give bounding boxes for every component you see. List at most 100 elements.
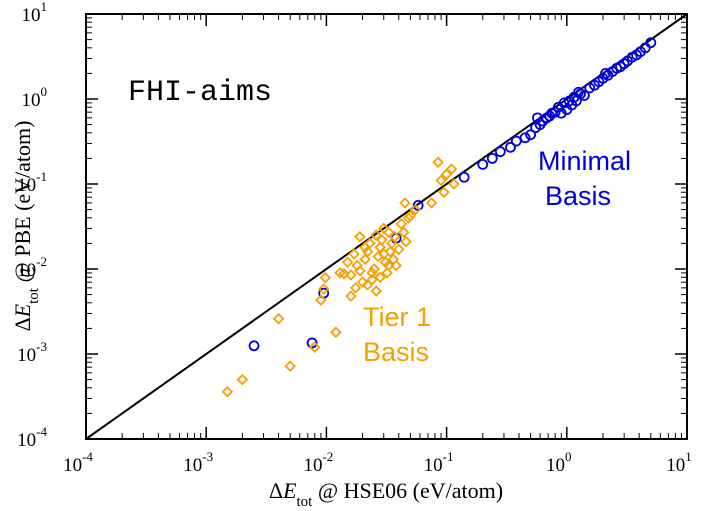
tier1-basis-point [384, 245, 397, 258]
tier1-basis-point [445, 163, 458, 175]
tier1-basis-point [341, 256, 354, 269]
tier1-basis-point [356, 276, 369, 288]
tier1-basis-point [345, 290, 357, 302]
tier1-basis-point [317, 283, 330, 295]
tier1-basis-point [370, 285, 383, 297]
tier1-basis-point [390, 259, 402, 272]
tier1-basis-point [315, 294, 327, 306]
y-tick-label-exp: 1 [41, 0, 48, 14]
y-axis-label-sub: tot [26, 287, 42, 304]
tier1-basis-point [388, 230, 401, 243]
y-tick-label-exp: -4 [36, 424, 47, 439]
x-tick-label-exp: -1 [443, 449, 454, 464]
x-axis-label-delta: Δ [269, 478, 283, 503]
y-axis-label: ΔEtot @ PBE (eV/atom) [10, 121, 42, 332]
tier1-basis-point [397, 226, 410, 239]
tier1-basis-point [272, 312, 285, 325]
tier1-basis-point [409, 203, 422, 216]
x-tick-label: 101 [666, 449, 692, 476]
x-tick-label: 10-1 [424, 449, 454, 476]
y-tick-label: 100 [22, 84, 48, 111]
y-tick-label-exp: -1 [36, 169, 47, 184]
y-tick-label-base: 10 [22, 90, 41, 111]
tier1-basis-point [435, 174, 447, 187]
tier1-basis-point [432, 156, 444, 169]
x-tick-label: 10-3 [183, 449, 213, 476]
tier1-basis-point [370, 229, 383, 241]
tier1-basis-point [381, 267, 393, 279]
tier1-basis-point [330, 326, 342, 339]
plot-frame [85, 13, 688, 440]
tier1-basis-point [382, 226, 395, 239]
minimal-basis-point [505, 141, 516, 153]
fhi-aims-label: FHI-aims [128, 76, 272, 110]
minimal-basis-point [645, 37, 657, 49]
y-axis-label-delta: Δ [10, 317, 35, 331]
minimal-basis-point [532, 112, 543, 124]
tier1-basis-point [354, 265, 366, 277]
tier1-basis-point [345, 269, 357, 281]
tier1-basis-point [395, 218, 408, 230]
minimal-basis-point [519, 132, 531, 144]
tier1-basis-point [359, 241, 371, 254]
x-tick-label: 10-2 [303, 449, 333, 476]
x-tick-label-base: 10 [424, 455, 443, 476]
y-tick-label-exp: 0 [41, 84, 48, 99]
tier1-basis-point [348, 248, 360, 260]
minimal-basis-point [486, 153, 498, 164]
x-axis-label-rest: @ HSE06 (eV/atom) [312, 478, 503, 503]
x-tick-label-base: 10 [666, 455, 685, 476]
tick-labels: 10-4 10-3 10-2 10-1 100 10110-410-310-210-110… [17, 0, 692, 476]
y-tick-label-base: 10 [22, 5, 41, 26]
tier1-basis-point [382, 259, 395, 272]
minimal-basis-point [494, 146, 506, 158]
x-tick-label-exp: -2 [322, 449, 333, 464]
x-tick-label-exp: 1 [685, 449, 692, 464]
tier1-basis-point [359, 253, 371, 266]
minimal-basis-point [600, 68, 611, 79]
minimal-basis-point [412, 200, 424, 211]
tier1-basis-point [338, 267, 350, 280]
tier1-basis-point [438, 186, 450, 199]
tier1-basis-point [236, 373, 249, 386]
y-tick-label: 101 [22, 0, 48, 26]
minimal-basis-point [510, 135, 522, 147]
y-tick-label-base: 10 [17, 175, 36, 196]
y-tick-label-base: 10 [17, 430, 36, 451]
x-axis-label-var: E [282, 478, 297, 503]
minimal-basis-point [248, 340, 260, 352]
x-tick-label-base: 10 [63, 455, 82, 476]
x-tick-label-base: 10 [183, 455, 202, 476]
tier1-basis-label-line2: Basis [363, 337, 429, 367]
tier1-basis-point [400, 235, 412, 248]
x-tick-label: 100 [546, 449, 572, 476]
x-axis-label: ΔEtot @ HSE06 (eV/atom) [269, 478, 503, 510]
minimal-basis-point [546, 107, 558, 119]
tier1-basis-point [349, 282, 362, 294]
y-tick-label: 10-2 [17, 254, 47, 281]
y-tick-label-exp: -3 [36, 339, 47, 354]
tier1-basis-point [368, 263, 381, 275]
y-tick-label-base: 10 [17, 345, 36, 366]
y-tick-label: 10-1 [17, 169, 47, 196]
tier1-basis-point [404, 210, 417, 222]
tier1-basis-point [334, 267, 346, 279]
y-axis-label-rest: @ PBE (eV/atom) [10, 121, 35, 289]
tier1-basis-point [319, 271, 332, 284]
minimal-basis-point [477, 159, 489, 170]
tier1-basis-point [374, 271, 386, 284]
minimal-basis-point [458, 171, 470, 183]
minimal-basis-point [573, 86, 584, 98]
tier1-basis-point [284, 360, 296, 372]
tier1-basis-point [425, 197, 438, 209]
axis-ticks [85, 13, 688, 440]
y-tick-label: 10-3 [17, 339, 47, 366]
tier1-basis-point [399, 197, 411, 209]
tier1-basis-point [448, 178, 460, 190]
minimal-basis-point [578, 90, 590, 101]
x-tick-label-exp: -3 [202, 449, 213, 464]
x-tick-label-base: 10 [303, 455, 322, 476]
x-tick-label-exp: -4 [82, 449, 93, 464]
minimal-basis-label-line2: Basis [545, 181, 611, 211]
